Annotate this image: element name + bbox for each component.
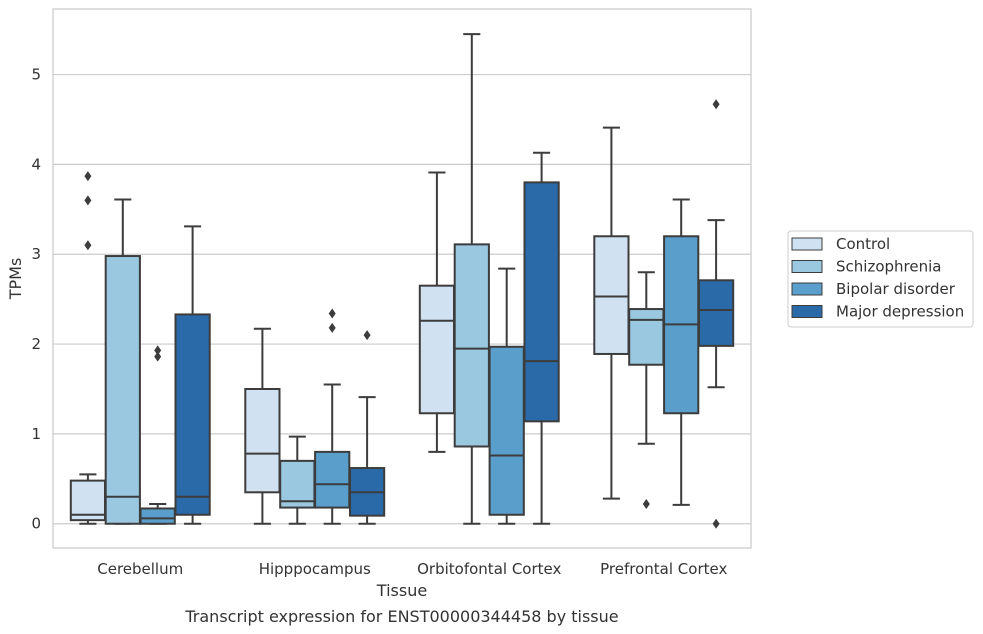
- plot-area: [52, 8, 752, 549]
- box-schizophrenia-orbitofontal-cortex: [453, 33, 490, 525]
- box-body: [244, 387, 281, 494]
- box-body: [453, 243, 490, 448]
- legend-label-major-depression: Major depression: [836, 303, 964, 321]
- y-tick-label: 5: [31, 66, 41, 84]
- box-bipolar-disorder-prefrontal-cortex: [663, 198, 700, 506]
- y-axis-title: TPMs: [6, 258, 25, 301]
- y-tick-label: 0: [31, 515, 41, 533]
- outlier-point: [154, 351, 162, 362]
- outlier-point: [328, 308, 336, 319]
- legend-label-bipolar-disorder: Bipolar disorder: [836, 280, 956, 298]
- legend-swatch-bipolar-disorder: [791, 282, 823, 296]
- box-body: [279, 459, 316, 509]
- box-control-prefrontal-cortex: [593, 126, 630, 500]
- chart-caption: Transcript expression for ENST0000034445…: [184, 607, 618, 626]
- box-major-depression-hipppocampus: [348, 330, 386, 525]
- legend-frame: [787, 230, 974, 328]
- y-tick-labels: 0 1 2 3 4 5: [31, 66, 41, 533]
- outlier-point: [712, 99, 720, 110]
- box-major-depression-cerebellum: [174, 225, 211, 525]
- x-tick-labels: Cerebellum Hipppocampus Orbitofontal Corte…: [97, 560, 727, 578]
- outlier-point: [154, 345, 162, 356]
- box-schizophrenia-cerebellum: [104, 198, 141, 525]
- box-body: [139, 507, 176, 525]
- box-major-depression-orbitofontal-cortex: [523, 151, 560, 525]
- legend: Control Schizophrenia Bipolar disorder Majo…: [787, 230, 974, 328]
- box-body: [697, 279, 735, 347]
- outlier-point: [328, 322, 336, 333]
- legend-label-schizophrenia: Schizophrenia: [836, 258, 941, 276]
- outlier-point: [84, 240, 92, 251]
- box-bipolar-disorder-cerebellum: [139, 345, 176, 525]
- outlier-point: [712, 518, 720, 529]
- box-schizophrenia-hipppocampus: [279, 435, 316, 525]
- box-control-cerebellum: [69, 171, 107, 525]
- outlier-point: [84, 195, 92, 206]
- box-schizophrenia-prefrontal-cortex: [628, 271, 665, 509]
- box-control-hipppocampus: [244, 327, 281, 525]
- legend-swatch-control: [791, 237, 823, 251]
- box-body: [593, 235, 630, 355]
- box-body: [418, 284, 456, 415]
- x-tick-label-orbitofontal-cortex: Orbitofontal Cortex: [417, 560, 561, 578]
- x-tick-label-prefrontal-cortex: Prefrontal Cortex: [600, 560, 727, 578]
- box-plots: [69, 33, 735, 529]
- legend-swatch-schizophrenia: [791, 260, 823, 273]
- box-body: [488, 345, 525, 516]
- box-control-orbitofontal-cortex: [418, 171, 456, 453]
- y-tick-label: 1: [31, 425, 41, 443]
- box-body: [174, 313, 211, 516]
- box-major-depression-prefrontal-cortex: [697, 99, 735, 529]
- outlier-point: [642, 498, 650, 509]
- legend-swatch-major-depression: [791, 305, 823, 318]
- box-body: [628, 308, 665, 366]
- x-axis-title: Tissue: [376, 581, 427, 600]
- box-body: [523, 181, 560, 423]
- outlier-point: [84, 171, 92, 182]
- outlier-point: [363, 330, 371, 341]
- x-tick-label-hipppocampus: Hipppocampus: [259, 560, 371, 578]
- y-tick-label: 3: [31, 245, 41, 263]
- box-body: [104, 255, 141, 525]
- box-body: [69, 479, 107, 522]
- box-body: [314, 450, 351, 509]
- box-bipolar-disorder-orbitofontal-cortex: [488, 267, 525, 525]
- y-tick-label: 2: [31, 335, 41, 353]
- y-tick-label: 4: [31, 155, 41, 173]
- x-tick-label-cerebellum: Cerebellum: [97, 560, 183, 578]
- legend-label-control: Control: [836, 235, 890, 253]
